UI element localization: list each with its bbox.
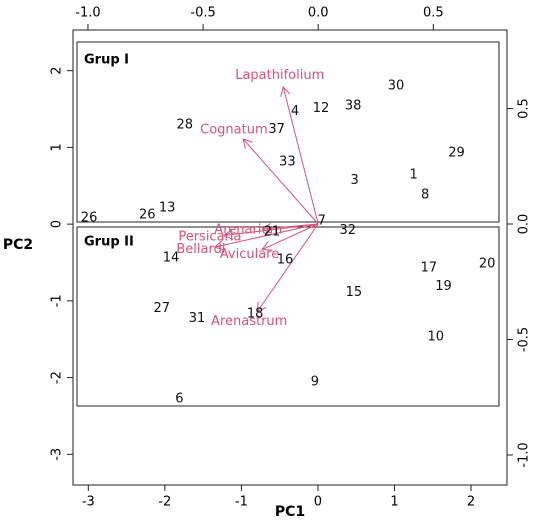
point-label: 8 (421, 187, 429, 202)
y2-tick-label: -1.0 (517, 442, 532, 467)
x2-tick-label: -1.0 (75, 6, 100, 21)
loading-label: Arenastrum (211, 314, 287, 329)
loading-label: Persicaria (178, 230, 241, 245)
point-label: 30 (388, 79, 405, 94)
point-label: 3 (351, 173, 359, 188)
y-tick-label: 0 (50, 220, 65, 228)
point-label: 18 (247, 306, 264, 321)
point-label: 14 (163, 250, 180, 265)
x2-tick-label: -0.5 (190, 6, 215, 21)
x-tick-label: -2 (158, 495, 171, 510)
x-axis-label: PC1 (275, 504, 305, 520)
loading-arrow (215, 223, 319, 247)
point-label: 28 (176, 118, 193, 133)
point-label: 7 (318, 214, 326, 229)
point-label: 15 (346, 285, 363, 300)
y-tick-label: -1 (50, 294, 65, 307)
point-label: 27 (154, 301, 171, 316)
point-label: 20 (479, 257, 496, 272)
point-label: 37 (268, 122, 285, 137)
y-tick-label: -2 (50, 371, 65, 384)
y2-tick-label: 0.5 (517, 98, 532, 119)
x-tick-label: -1 (235, 495, 248, 510)
y-tick-label: -3 (50, 448, 65, 461)
point-label: 17 (421, 260, 438, 275)
loading-label: Aviculare (220, 247, 279, 262)
y2-tick-label: -0.5 (517, 327, 532, 352)
x2-tick-label: 0.0 (308, 6, 329, 21)
point-label: 4 (291, 104, 299, 119)
point-label: 6 (175, 392, 183, 407)
point-label: 33 (279, 154, 296, 169)
x-tick-label: 1 (390, 495, 398, 510)
x-tick-label: 0 (314, 495, 322, 510)
loading-label: Cognatum (200, 123, 268, 138)
loading-arrow (283, 87, 319, 225)
loading-label: Bellardi (176, 242, 225, 257)
point-label: 12 (313, 101, 330, 116)
y-tick-label: 1 (50, 143, 65, 151)
loading-arrow (224, 223, 319, 236)
loading-arrow (243, 139, 319, 225)
y-axis-label: PC2 (3, 237, 33, 253)
point-label: 26 (139, 207, 156, 222)
x2-tick-label: 0.5 (423, 6, 444, 21)
point-label: 32 (340, 223, 357, 238)
point-label: 29 (448, 145, 465, 160)
point-label: 9 (311, 375, 319, 390)
loading-arrow (257, 223, 319, 312)
point-label: 13 (159, 201, 176, 216)
group-label: Grup I (84, 53, 129, 68)
group-label: Grup II (84, 235, 134, 250)
point-label: 10 (428, 329, 445, 344)
group-box (76, 41, 500, 223)
plot-frame (72, 29, 508, 486)
point-label: 21 (264, 224, 281, 239)
y2-tick-label: 0.0 (517, 214, 532, 235)
loading-arrow (262, 223, 319, 249)
point-label: 1 (409, 168, 417, 183)
point-label: 38 (345, 98, 362, 113)
point-label: 19 (435, 279, 452, 294)
x-tick-label: 2 (467, 495, 475, 510)
point-label: 16 (277, 253, 294, 268)
y-tick-label: 2 (50, 67, 65, 75)
point-label: 26 (81, 210, 98, 225)
point-label: 31 (189, 311, 206, 326)
x-tick-label: -3 (82, 495, 95, 510)
loading-label: Lapathifolium (235, 68, 324, 83)
